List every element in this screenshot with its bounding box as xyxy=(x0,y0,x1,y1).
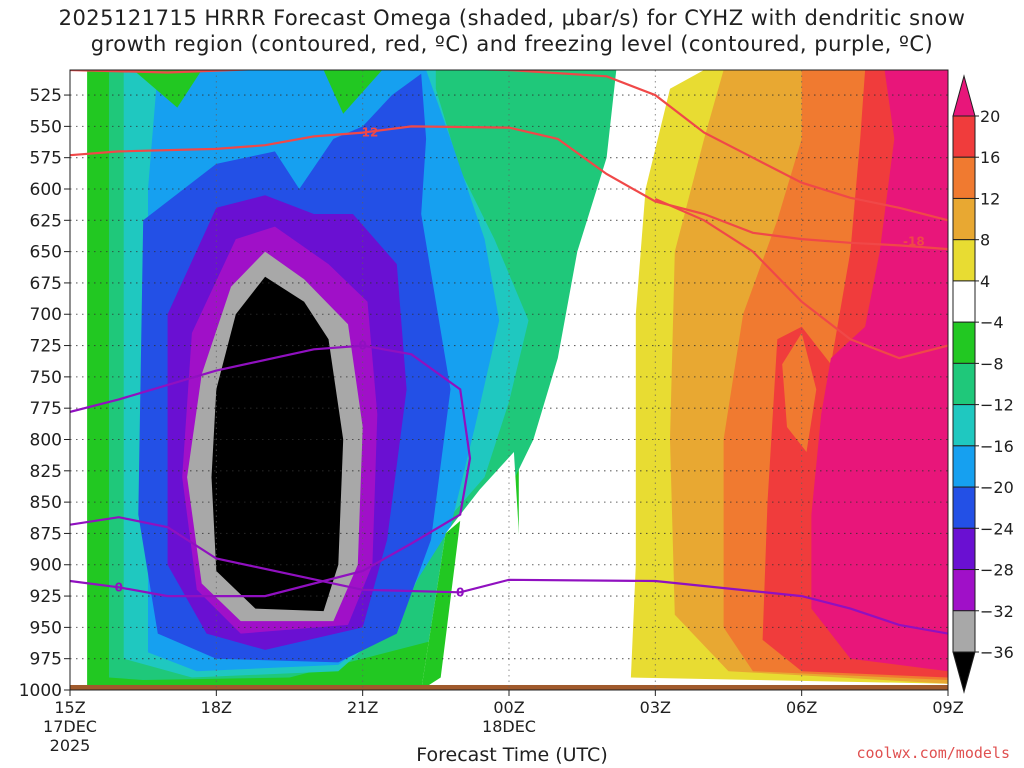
omega-band xyxy=(133,70,202,108)
colorbar-label: 12 xyxy=(980,189,1000,208)
contour-label: 0 xyxy=(456,585,464,599)
colorbar-label: −8 xyxy=(980,354,1004,373)
colorbar-segment xyxy=(952,321,976,364)
time-tick-label: 15Z xyxy=(54,698,85,717)
chart-title-line-1: 2025121715 HRRR Forecast Omega (shaded, … xyxy=(58,6,966,30)
pressure-tick-label: 975 xyxy=(30,650,62,670)
contour-label: -12 xyxy=(357,126,379,140)
pressure-axis: 525 550 575 600 625 650 675 700 725 750 775 800 825 8… xyxy=(19,86,70,701)
source-credit[interactable]: coolwx.com/models xyxy=(856,744,1010,762)
dgz-isotherm-line xyxy=(70,70,948,222)
pressure-tick-label: 600 xyxy=(30,180,62,200)
pressure-tick-label: 925 xyxy=(30,587,62,607)
pressure-tick-label: 625 xyxy=(30,211,62,231)
contour-label: -18 xyxy=(903,235,925,249)
contour-label: 0 xyxy=(115,580,123,594)
dgz-isotherm-line xyxy=(654,197,948,360)
pressure-tick-label: 725 xyxy=(30,337,62,357)
colorbar-segment xyxy=(952,156,976,199)
omega-band xyxy=(211,276,344,612)
colorbar-label: −12 xyxy=(980,396,1014,415)
chart-title-line-2: growth region (contoured, red, ºC) and f… xyxy=(90,32,934,56)
colorbar-label: 8 xyxy=(980,231,990,250)
colorbar-label: −32 xyxy=(980,602,1014,621)
pressure-tick-label: 900 xyxy=(30,556,62,576)
year-label: 2025 xyxy=(50,736,91,755)
temperature-contours: -12 -18 0 0 0 xyxy=(70,70,948,635)
time-tick-label: 21Z xyxy=(347,698,378,717)
colorbar-label: −28 xyxy=(980,561,1014,580)
colorbar-segment xyxy=(952,651,976,694)
time-tick-label: 03Z xyxy=(640,698,671,717)
omega-band xyxy=(421,452,529,690)
time-tick-label: 06Z xyxy=(786,698,817,717)
dgz-isotherm-line xyxy=(70,125,948,251)
colorbar-segment xyxy=(952,486,976,529)
time-tick-label: 18Z xyxy=(201,698,232,717)
colorbar-segment xyxy=(952,404,976,447)
pressure-tick-label: 525 xyxy=(30,86,62,106)
colorbar-segment xyxy=(952,239,976,282)
pressure-tick-label: 1000 xyxy=(19,681,62,701)
colorbar-label: −20 xyxy=(980,478,1014,497)
colorbar-segment xyxy=(952,115,976,158)
colorbar-segment xyxy=(952,569,976,612)
pressure-tick-label: 775 xyxy=(30,399,62,419)
colorbar-label: 16 xyxy=(980,148,1000,167)
freezing-level-line xyxy=(70,516,948,635)
colorbar-segment xyxy=(952,527,976,571)
pressure-tick-label: 700 xyxy=(30,305,62,325)
contour-label: 0 xyxy=(358,339,366,353)
colorbar-segment xyxy=(952,610,976,653)
omega-band xyxy=(323,70,383,114)
colorbar-segment xyxy=(952,362,976,406)
omega-band xyxy=(70,70,88,690)
time-tick-label: 00Z xyxy=(493,698,524,717)
pressure-tick-label: 675 xyxy=(30,274,62,294)
omega-band xyxy=(421,520,461,690)
date-label: 17DEC xyxy=(43,717,97,736)
pressure-tick-label: 950 xyxy=(30,618,62,638)
date-label: 18DEC xyxy=(482,717,536,736)
time-tick-label: 09Z xyxy=(932,698,963,717)
colorbar-label: −4 xyxy=(980,313,1004,332)
colorbar-segment xyxy=(952,197,976,241)
pressure-tick-label: 550 xyxy=(30,117,62,137)
freezing-level-line xyxy=(70,344,472,598)
omega-band xyxy=(782,333,817,452)
x-axis-title: Forecast Time (UTC) xyxy=(416,744,608,766)
colorbar-label: 20 xyxy=(980,107,1000,126)
pressure-tick-label: 825 xyxy=(30,462,62,482)
colorbar-label: −36 xyxy=(980,643,1014,662)
pressure-tick-label: 875 xyxy=(30,524,62,544)
colorbar-segment xyxy=(952,280,976,323)
colorbar-label: 4 xyxy=(980,272,990,291)
colorbar-label: −16 xyxy=(980,437,1014,456)
colorbar-segment xyxy=(952,74,976,117)
colorbar-segment xyxy=(952,445,976,488)
pressure-tick-label: 850 xyxy=(30,493,62,513)
pressure-tick-label: 750 xyxy=(30,368,62,388)
pressure-tick-label: 575 xyxy=(30,149,62,169)
pressure-tick-label: 800 xyxy=(30,430,62,450)
colorbar-label: −24 xyxy=(980,519,1014,538)
pressure-tick-label: 650 xyxy=(30,243,62,263)
omega-band xyxy=(811,70,948,672)
omega-colorbar: 20 16 12 8 4 −4 −8 −12 −16 −20 −24 −28 −32 −36 xyxy=(952,74,1014,694)
